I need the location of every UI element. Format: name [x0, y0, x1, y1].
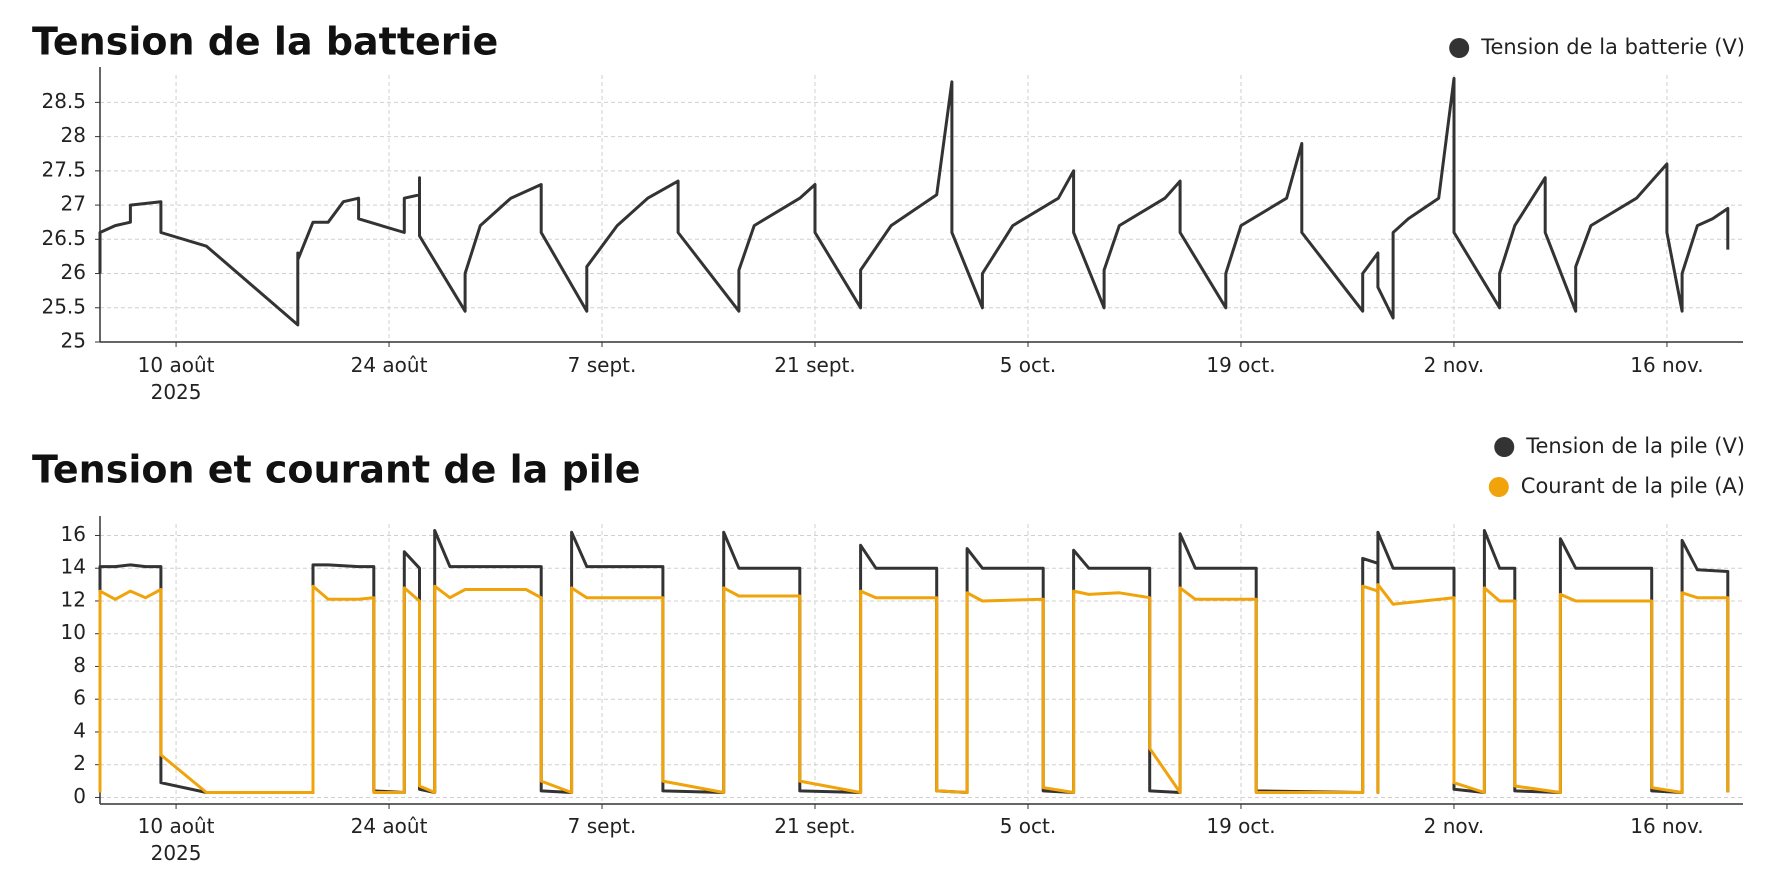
y-tick-label: 26.5: [41, 226, 86, 250]
y-tick-label: 10: [61, 620, 86, 644]
y-tick-label: 2: [73, 751, 86, 775]
y-tick-label: 28.5: [41, 89, 86, 113]
x-tick-label: 16 nov.: [1630, 814, 1704, 838]
chart-title: Tension et courant de la pile: [32, 448, 641, 492]
legend-label: Tension de la batterie (V): [1480, 35, 1745, 59]
y-tick-label: 16: [61, 522, 86, 546]
y-tick-label: 0: [73, 784, 86, 808]
y-tick-label: 25: [61, 329, 86, 353]
x-tick-label: 10 août 2025: [137, 353, 215, 404]
y-tick-label: 26: [61, 260, 86, 284]
chart-title: Tension de la batterie: [32, 20, 498, 64]
x-tick-label: 21 sept.: [774, 353, 856, 377]
legend-label: Courant de la pile (A): [1521, 474, 1745, 498]
x-tick-label: 7 sept.: [567, 814, 637, 838]
x-tick-label: 10 août 2025: [137, 814, 215, 865]
y-tick-label: 14: [61, 555, 86, 579]
y-tick-label: 25.5: [41, 294, 86, 318]
series-line: [98, 76, 1730, 327]
legend-marker: [1488, 477, 1509, 497]
y-tick-label: 27: [61, 192, 86, 216]
x-tick-label: 5 oct.: [999, 353, 1057, 377]
legend-marker: [1449, 38, 1470, 58]
series-line: [98, 583, 1730, 794]
x-tick-label: 5 oct.: [999, 814, 1057, 838]
x-tick-label: 16 nov.: [1630, 353, 1704, 377]
x-tick-label: 2 nov.: [1423, 814, 1485, 838]
y-tick-label: 28: [61, 123, 86, 147]
x-tick-label: 19 oct.: [1206, 353, 1276, 377]
legend-marker: [1494, 437, 1515, 457]
y-tick-label: 4: [73, 718, 86, 742]
y-tick-label: 6: [73, 686, 86, 710]
x-tick-label: 2 nov.: [1423, 353, 1485, 377]
x-tick-label: 7 sept.: [567, 353, 637, 377]
x-tick-label: 19 oct.: [1206, 814, 1276, 838]
y-tick-label: 12: [61, 587, 86, 611]
x-tick-label: 24 août: [350, 353, 428, 377]
y-tick-label: 27.5: [41, 157, 86, 181]
x-tick-label: 24 août: [350, 814, 428, 838]
x-tick-label: 21 sept.: [774, 814, 856, 838]
legend-label: Tension de la pile (V): [1525, 434, 1745, 458]
y-tick-label: 8: [73, 653, 86, 677]
